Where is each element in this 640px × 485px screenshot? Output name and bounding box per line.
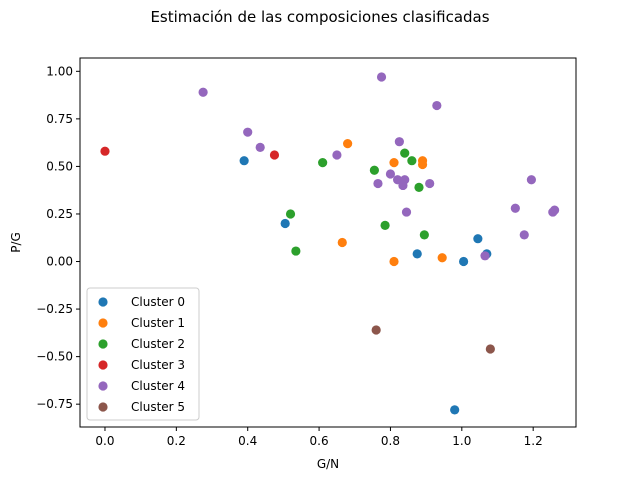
data-point-cluster-1	[389, 158, 399, 168]
legend-frame	[86, 287, 200, 421]
data-point-cluster-0	[280, 218, 290, 229]
y-tick-label: 0.25	[46, 207, 73, 221]
data-point-cluster-5	[485, 344, 495, 354]
data-point-cluster-5	[371, 325, 381, 335]
data-point-cluster-4	[519, 230, 529, 240]
legend-label-cluster-2: Cluster 2	[131, 337, 185, 351]
data-point-cluster-4	[510, 203, 520, 213]
data-point-cluster-4	[373, 178, 383, 189]
y-tick-label: −0.75	[36, 397, 73, 411]
data-point-cluster-2	[369, 165, 379, 175]
data-point-cluster-4	[243, 127, 253, 137]
data-point-cluster-1	[417, 159, 428, 170]
x-tick-label: 0.4	[238, 434, 257, 448]
data-point-cluster-2	[414, 182, 424, 192]
data-point-cluster-4	[425, 178, 435, 189]
data-point-cluster-2	[285, 209, 296, 219]
y-axis-label: P/G	[9, 232, 23, 253]
x-tick-label: 1.0	[452, 434, 471, 448]
data-point-cluster-2	[291, 246, 301, 256]
legend-label-cluster-4: Cluster 4	[131, 379, 185, 393]
data-point-cluster-4	[394, 137, 404, 147]
data-point-cluster-4	[400, 175, 410, 185]
x-tick-label: 0.6	[310, 434, 329, 448]
data-point-cluster-4	[526, 175, 537, 185]
legend-marker-cluster-1	[98, 318, 108, 328]
legend-label-cluster-5: Cluster 5	[131, 400, 185, 414]
data-point-cluster-4	[549, 205, 560, 215]
data-point-cluster-2	[407, 156, 417, 166]
legend-marker-cluster-0	[98, 297, 108, 307]
points-layer	[100, 72, 560, 415]
x-tick-label: 0.0	[95, 434, 114, 448]
data-point-cluster-0	[412, 249, 422, 259]
data-point-cluster-3	[100, 146, 110, 156]
data-point-cluster-4	[480, 251, 490, 261]
legend-marker-cluster-4	[98, 381, 108, 391]
x-axis-label: G/N	[317, 457, 339, 471]
legend-items: Cluster 0 Cluster 1 Cluster 2 Cluster 3 Clus…	[98, 295, 185, 414]
data-point-cluster-0	[473, 234, 483, 244]
legend-marker-cluster-5	[98, 402, 108, 412]
legend-label-cluster-3: Cluster 3	[131, 358, 185, 372]
legend-marker-cluster-3	[98, 360, 108, 370]
data-point-cluster-0	[459, 256, 469, 267]
data-point-cluster-4	[432, 100, 442, 111]
data-point-cluster-2	[318, 158, 328, 168]
y-tick-label: 0.75	[46, 112, 73, 126]
data-point-cluster-3	[269, 150, 280, 160]
y-tick-label: 1.00	[46, 64, 73, 78]
y-tick-label: 0.50	[46, 159, 73, 173]
y-tick-label: −0.50	[36, 350, 73, 364]
x-tick-label: 0.2	[167, 434, 186, 448]
legend: Cluster 0 Cluster 1 Cluster 2 Cluster 3 Clus…	[86, 287, 200, 421]
y-tick-label: 0.00	[46, 255, 73, 269]
legend-marker-cluster-2	[98, 339, 108, 349]
data-point-cluster-4	[255, 142, 265, 152]
data-point-cluster-2	[419, 230, 429, 240]
data-point-cluster-4	[332, 150, 342, 160]
data-point-cluster-4	[401, 207, 412, 217]
data-point-cluster-1	[437, 253, 447, 263]
data-point-cluster-4	[198, 87, 208, 97]
data-point-cluster-1	[389, 256, 399, 267]
data-point-cluster-4	[376, 72, 387, 82]
data-point-cluster-2	[400, 148, 410, 158]
y-tick-label: −0.25	[36, 302, 73, 316]
chart-title: Estimación de las composiciones clasific…	[150, 8, 489, 26]
plot-frame	[79, 57, 577, 428]
data-point-cluster-0	[450, 405, 460, 415]
data-point-cluster-4	[385, 169, 396, 179]
x-tick-label: 1.2	[524, 434, 543, 448]
data-point-cluster-0	[239, 156, 249, 166]
legend-label-cluster-0: Cluster 0	[131, 295, 185, 309]
legend-label-cluster-1: Cluster 1	[131, 316, 185, 330]
data-point-cluster-1	[337, 237, 347, 248]
x-tick-label: 0.8	[381, 434, 400, 448]
data-point-cluster-2	[380, 220, 390, 230]
ticks-layer: 0.0 0.2 0.4 0.6 0.8 1.0 1.2 −0.75 −0.50 −0.25 0.00…	[36, 64, 543, 448]
data-point-cluster-1	[343, 138, 353, 149]
